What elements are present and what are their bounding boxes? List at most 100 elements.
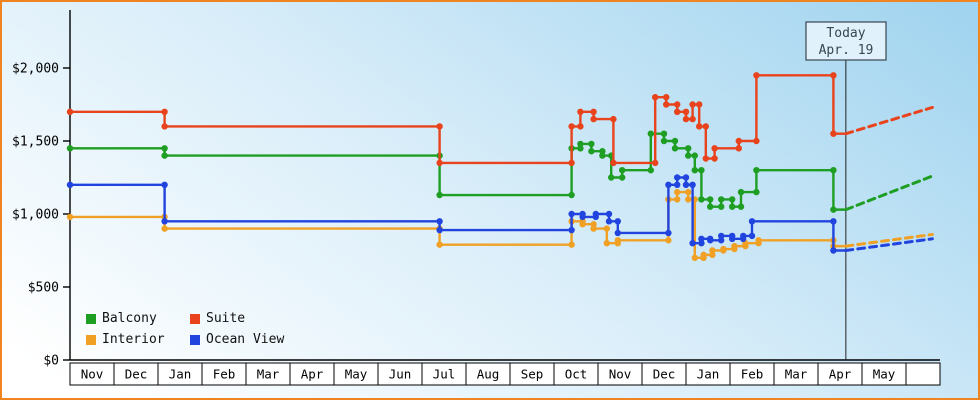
series-dot: [568, 123, 575, 130]
series-dot: [436, 191, 443, 199]
series-dot: [590, 115, 597, 123]
legend-swatch: [190, 313, 200, 324]
series-dot: [830, 130, 837, 137]
y-axis-ticks: $0 $500 $1,000 $1,500 $2,000: [12, 62, 70, 369]
series-dot: [696, 101, 703, 108]
month-label: Dec: [653, 367, 676, 382]
month-label: Feb: [213, 367, 236, 382]
series-dot: [436, 123, 443, 130]
series-dot: [66, 145, 74, 152]
series-dot: [702, 123, 709, 130]
series-dot: [711, 155, 718, 162]
series-dot: [568, 191, 575, 199]
series-dot: [674, 108, 681, 116]
series-dot: [718, 203, 725, 210]
series-dot: [671, 137, 679, 145]
series-dot: [707, 203, 714, 210]
series-dot: [735, 137, 742, 145]
series-dot: [599, 148, 606, 155]
series-dot: [729, 196, 736, 203]
series-dot: [830, 218, 837, 225]
series-dot: [579, 221, 586, 228]
series-dot: [605, 210, 613, 218]
series-dot: [647, 130, 654, 137]
legend-swatch: [190, 334, 200, 345]
legend-label: Interior: [102, 332, 165, 347]
series-line-interior: [70, 190, 846, 259]
series-dot: [709, 251, 716, 259]
series-dot: [579, 213, 586, 221]
series-dot: [590, 225, 597, 232]
series-dot: [66, 108, 74, 116]
month-label: Feb: [741, 367, 764, 382]
series-dot: [830, 247, 837, 254]
month-label: Aug: [477, 367, 500, 382]
series-dot: [689, 240, 696, 247]
series-dot: [588, 140, 595, 148]
month-label: Nov: [609, 367, 632, 382]
series-dot: [696, 123, 703, 130]
series-dot: [568, 210, 575, 218]
series-dot: [619, 167, 626, 174]
series-dot: [577, 108, 584, 116]
series-dot: [161, 218, 168, 225]
series-dot: [610, 159, 617, 167]
series-dot: [436, 218, 443, 225]
series-dot: [671, 145, 679, 152]
series-dot: [707, 196, 714, 203]
series-dot: [608, 174, 615, 181]
series-dot: [729, 203, 736, 210]
legend-label: Suite: [206, 311, 246, 326]
series-dot: [161, 123, 168, 130]
legend-swatch: [86, 313, 96, 324]
series-dot: [614, 237, 621, 244]
series-dot: [614, 229, 621, 237]
series-dot: [674, 101, 681, 108]
series-dot: [674, 188, 681, 196]
series-dot: [729, 235, 736, 243]
series-forecast-balcony: [844, 174, 934, 212]
series-dot: [436, 226, 443, 234]
legend-item-ocean-view: Ocean View: [190, 331, 284, 348]
series-dot: [588, 148, 595, 155]
today-marker: Today Apr. 19: [805, 21, 887, 61]
series-dot: [577, 145, 584, 152]
month-label: Sep: [521, 367, 544, 382]
series-dot: [691, 152, 698, 159]
series-dot: [830, 72, 837, 79]
series-dot: [718, 196, 725, 203]
series-dot: [691, 167, 698, 174]
month-label: May: [873, 367, 896, 382]
series-dot: [740, 232, 747, 240]
month-label: Jan: [169, 367, 192, 382]
series-dot: [720, 245, 727, 253]
series-dot: [753, 137, 760, 145]
series-dot: [737, 188, 745, 196]
series-dot: [698, 196, 705, 203]
month-label: Apr: [301, 367, 324, 382]
series-dot: [753, 188, 760, 196]
series-dot: [830, 206, 837, 213]
series-dot: [755, 237, 762, 244]
series-dot: [663, 101, 670, 108]
series-dot: [682, 181, 690, 188]
series-dot: [590, 221, 597, 228]
legend: Balcony Suite Interior Ocean View: [86, 310, 284, 348]
series-dot: [674, 181, 681, 188]
series-dot: [689, 101, 696, 108]
series-dot: [682, 115, 690, 123]
series-dot: [577, 140, 584, 148]
series-dot: [568, 241, 575, 248]
y-tick-label: $1,500: [12, 135, 59, 150]
series-dot: [652, 159, 659, 167]
series-dot: [652, 94, 659, 101]
legend-label: Balcony: [102, 311, 157, 326]
series-dot: [568, 159, 575, 167]
series-dot: [702, 155, 709, 162]
series-dot: [663, 94, 670, 101]
series-dot: [737, 203, 745, 210]
series-dot: [685, 145, 692, 152]
series-dot: [665, 237, 672, 244]
series-dot: [735, 145, 742, 152]
